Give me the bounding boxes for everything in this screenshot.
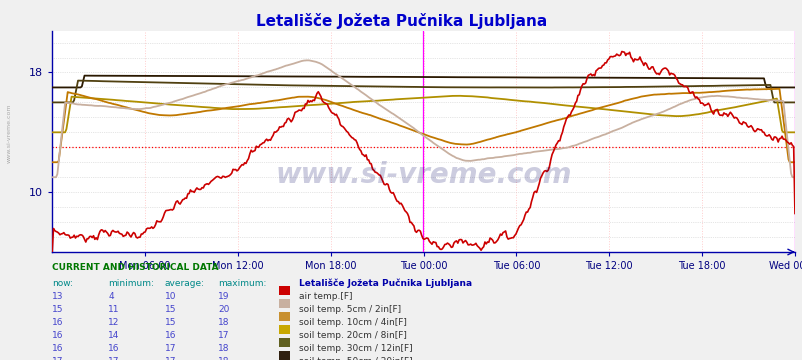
Text: 16: 16: [164, 331, 176, 340]
Text: maximum:: maximum:: [218, 279, 266, 288]
Text: 11: 11: [108, 305, 119, 314]
Text: 12: 12: [108, 318, 119, 327]
Text: 17: 17: [108, 357, 119, 360]
Text: 15: 15: [164, 305, 176, 314]
Text: 17: 17: [218, 331, 229, 340]
Text: 15: 15: [164, 318, 176, 327]
Text: 19: 19: [218, 292, 229, 301]
Text: air temp.[F]: air temp.[F]: [298, 292, 352, 301]
Text: 15: 15: [52, 305, 63, 314]
Text: soil temp. 50cm / 20in[F]: soil temp. 50cm / 20in[F]: [298, 357, 412, 360]
Text: 16: 16: [52, 331, 63, 340]
Text: www.si-vreme.com: www.si-vreme.com: [275, 161, 571, 189]
Text: 17: 17: [164, 344, 176, 353]
Text: Letališče Jožeta Pučnika Ljubljana: Letališče Jožeta Pučnika Ljubljana: [256, 13, 546, 28]
Text: soil temp. 30cm / 12in[F]: soil temp. 30cm / 12in[F]: [298, 344, 412, 353]
Text: Letališče Jožeta Pučnika Ljubljana: Letališče Jožeta Pučnika Ljubljana: [298, 279, 472, 288]
Text: 16: 16: [52, 344, 63, 353]
Text: soil temp. 20cm / 8in[F]: soil temp. 20cm / 8in[F]: [298, 331, 406, 340]
Text: average:: average:: [164, 279, 205, 288]
Text: 18: 18: [218, 357, 229, 360]
Text: minimum:: minimum:: [108, 279, 154, 288]
Text: 16: 16: [108, 344, 119, 353]
Text: 17: 17: [164, 357, 176, 360]
Text: 18: 18: [218, 318, 229, 327]
Text: 17: 17: [52, 357, 63, 360]
Text: 18: 18: [218, 344, 229, 353]
Text: CURRENT AND HISTORICAL DATA: CURRENT AND HISTORICAL DATA: [52, 263, 219, 272]
Text: 4: 4: [108, 292, 114, 301]
Text: 16: 16: [52, 318, 63, 327]
Text: 10: 10: [164, 292, 176, 301]
Text: now:: now:: [52, 279, 73, 288]
Text: soil temp. 5cm / 2in[F]: soil temp. 5cm / 2in[F]: [298, 305, 400, 314]
Text: soil temp. 10cm / 4in[F]: soil temp. 10cm / 4in[F]: [298, 318, 406, 327]
Text: 13: 13: [52, 292, 63, 301]
Text: 14: 14: [108, 331, 119, 340]
Text: 20: 20: [218, 305, 229, 314]
Text: www.si-vreme.com: www.si-vreme.com: [6, 103, 11, 163]
